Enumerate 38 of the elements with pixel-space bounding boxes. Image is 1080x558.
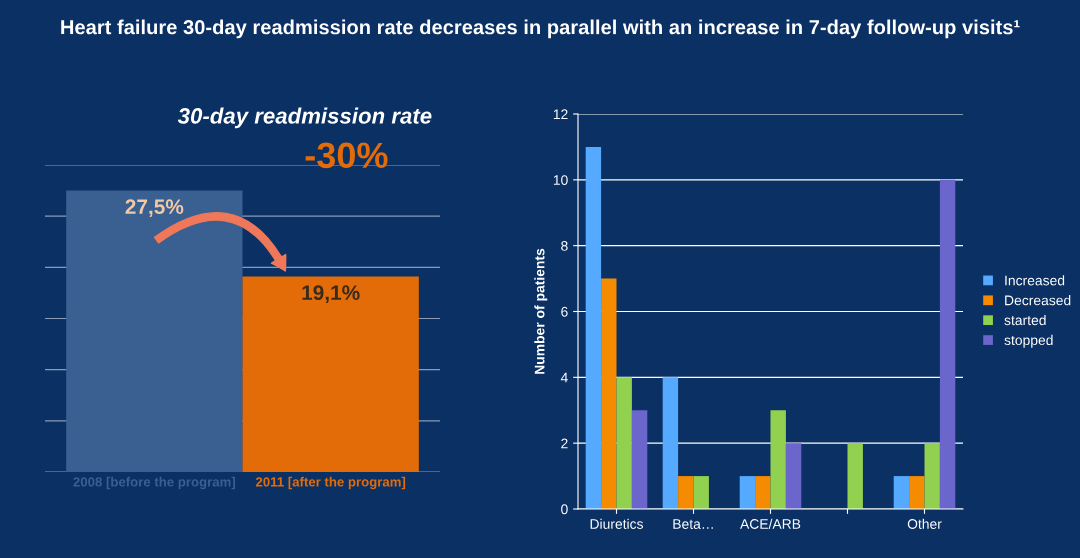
bar [662,377,679,509]
bar [847,443,863,509]
bar [785,443,802,509]
y-tick-label: 4 [560,372,568,383]
bar [893,476,910,509]
bar [693,476,709,509]
bar [755,476,771,509]
legend-label: started [1004,314,1046,326]
bar [739,476,756,509]
bar [939,179,956,509]
data-label: 19,1% [302,285,360,304]
y-tick-label: 6 [561,306,568,317]
x-tick-label: Other [907,518,942,529]
y-tick-label: 2 [561,438,568,449]
x-tick-label: Beta… [673,519,713,529]
y-axis-title: Number of patients [534,248,548,374]
x-tick-label: 2011 [after the program] [255,476,406,490]
bar [924,443,940,509]
bar [678,476,694,509]
chart-subtitle: 30-day readmission rate [177,107,432,129]
annotation: -30% [305,142,388,169]
bar [631,410,648,509]
bar [601,278,617,509]
x-tick-label: ACE/ARB [740,518,801,529]
y-tick-label: 0 [561,504,568,515]
legend-label: stopped [1004,334,1053,348]
text: Heart failure 30-day readmission rate decreases in parallel with an increase in 7-day follow-up visits¹ [61,19,1020,39]
data-label: 27,5% [125,199,184,218]
bar [909,476,925,509]
bar [616,377,632,509]
x-tick-label: Diuretics [590,518,644,529]
y-tick-label: 10 [553,175,568,185]
bar [585,146,602,509]
bar [770,410,786,509]
legend-label: Increased [1005,275,1065,286]
y-tick-label: 8 [561,241,568,251]
legend-label: Decreased [1005,295,1071,306]
y-tick-label: 12 [553,109,568,120]
